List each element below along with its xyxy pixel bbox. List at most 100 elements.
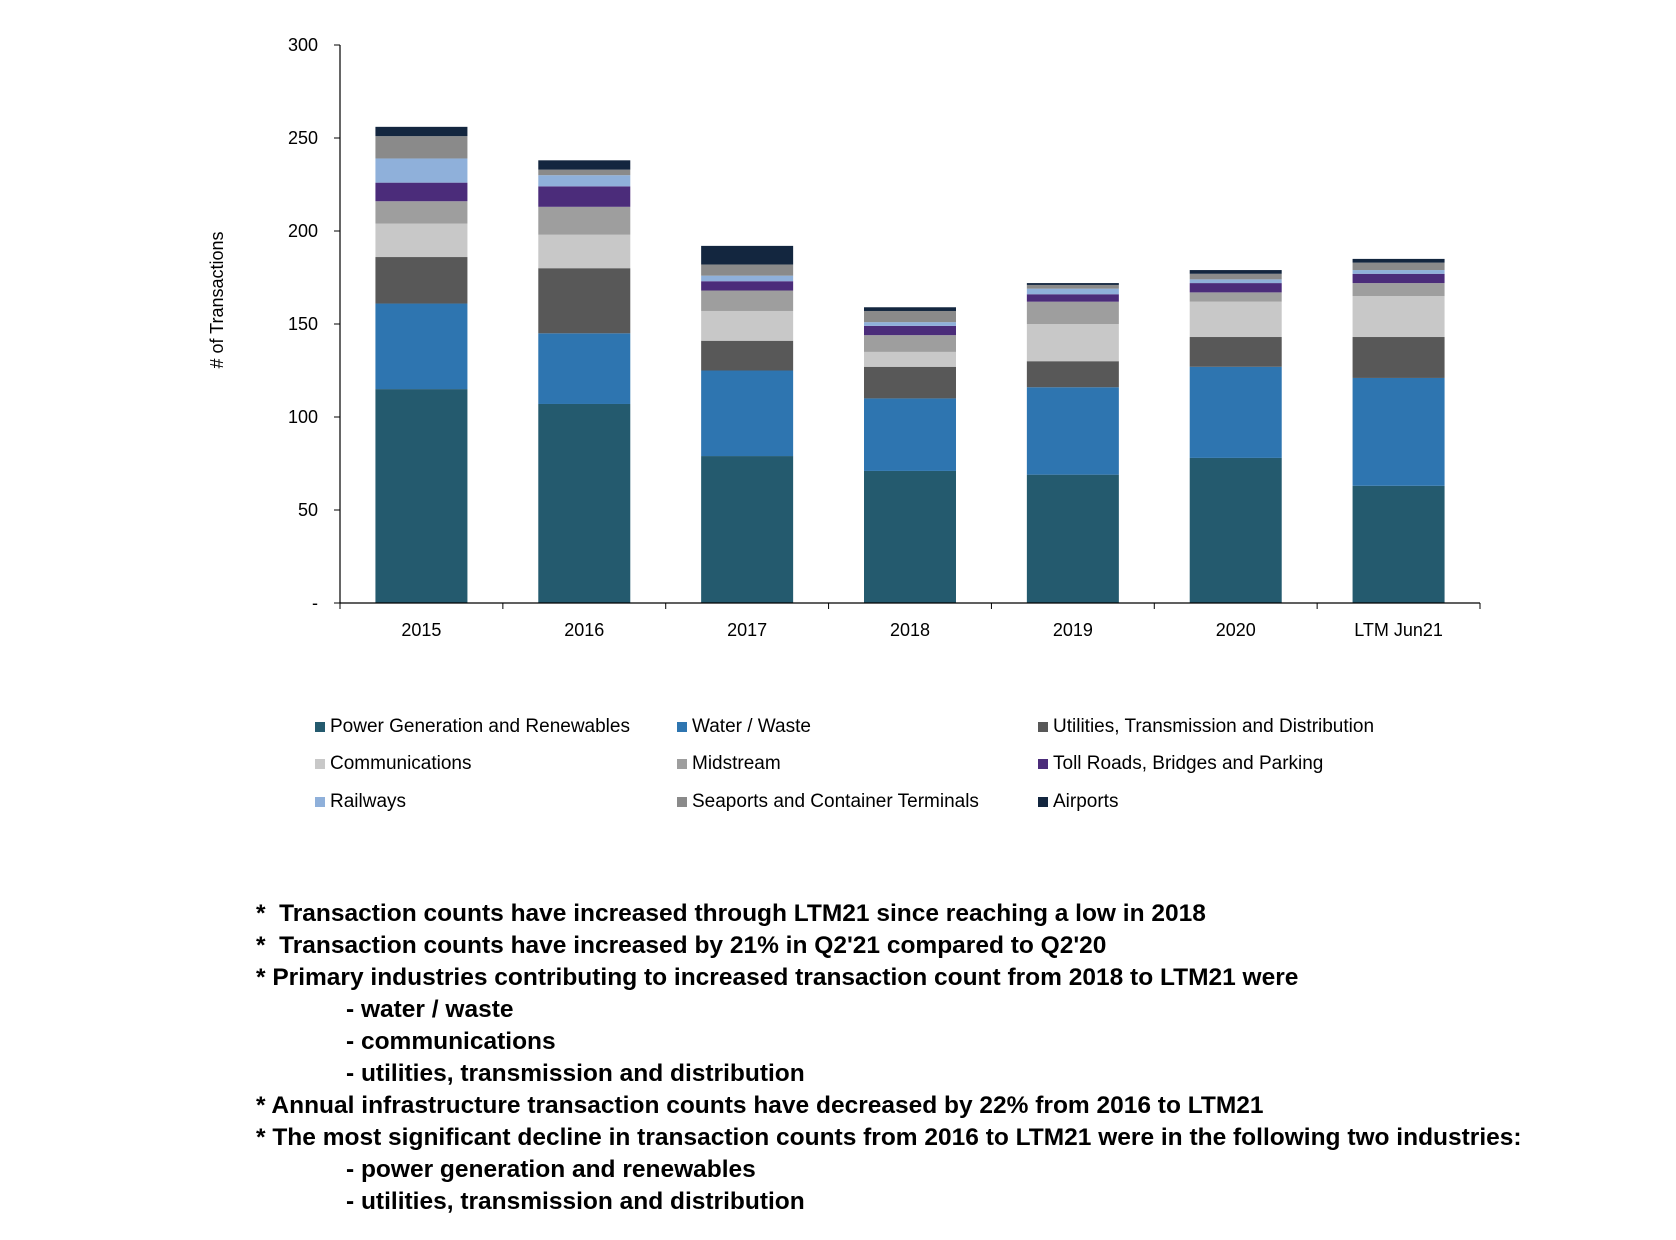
bar-segment-5-0 (375, 182, 468, 202)
bar-segment-6-5 (1189, 279, 1282, 284)
legend-swatch (315, 759, 325, 769)
notes-block: * Transaction counts have increased thro… (256, 898, 1656, 1218)
bar-segment-0-6 (1352, 485, 1445, 603)
bar-segment-6-4 (1026, 288, 1119, 295)
bar-segment-3-3 (864, 351, 956, 367)
bar-segment-4-2 (701, 290, 794, 311)
bar-segment-7-2 (701, 264, 794, 276)
bar-segment-7-5 (1189, 273, 1282, 280)
bar-segment-3-4 (1026, 324, 1119, 362)
note-subitem: - utilities, transmission and distributi… (346, 1188, 805, 1215)
bar-segment-0-1 (538, 403, 631, 603)
bar-segment-0-3 (864, 470, 956, 603)
y-tick-label: - (312, 593, 318, 613)
bar-segment-4-1 (538, 206, 631, 235)
bar-segment-5-3 (864, 325, 956, 336)
legend-swatch (677, 797, 687, 807)
legend-swatch (1038, 797, 1048, 807)
legend-item: Water / Waste (677, 716, 811, 738)
legend-item: Midstream (677, 753, 781, 775)
bar-segment-2-4 (1026, 361, 1119, 388)
note-bullet: * Transaction counts have increased thro… (256, 900, 1206, 927)
legend-label: Communications (330, 753, 472, 774)
legend-swatch (1038, 722, 1048, 732)
legend-label: Power Generation and Renewables (330, 716, 630, 737)
bar-segment-4-3 (864, 335, 956, 352)
x-tick-label: 2015 (401, 620, 441, 640)
legend-label: Midstream (692, 753, 781, 774)
bar-segment-3-5 (1189, 301, 1282, 338)
bar-segment-7-1 (538, 169, 631, 176)
y-axis-title: # of Transactions (207, 231, 227, 368)
bar-segment-1-1 (538, 333, 631, 404)
legend-swatch (677, 759, 687, 769)
x-tick-label: 2016 (564, 620, 604, 640)
legend-item: Seaports and Container Terminals (677, 791, 979, 813)
y-tick-label: 150 (288, 314, 318, 334)
stacked-bar-chart: 2015 2016 2017 2018 2019 2020 LTM Jun21 - 50 100 1… (207, 35, 1481, 640)
bar-segment-1-0 (375, 303, 468, 390)
y-tick-label: 250 (288, 128, 318, 148)
bar-segment-1-4 (1026, 387, 1119, 475)
legend-swatch (315, 797, 325, 807)
note-bullet: * Transaction counts have increased by 2… (256, 932, 1107, 959)
bars-group (375, 126, 1445, 603)
bar-segment-8-3 (864, 307, 956, 311)
note-subitem: - power generation and renewables (346, 1156, 756, 1183)
note-subitem: - water / waste (346, 996, 514, 1023)
bar-segment-3-0 (375, 223, 468, 258)
legend-item: Communications (315, 753, 472, 775)
y-tick-label: 100 (288, 407, 318, 427)
bar-segment-5-4 (1026, 294, 1119, 302)
bar-segment-0-2 (701, 456, 794, 603)
legend-label: Toll Roads, Bridges and Parking (1053, 753, 1324, 774)
legend-item: Toll Roads, Bridges and Parking (1038, 753, 1323, 775)
legend-item: Railways (315, 791, 406, 813)
bar-segment-6-3 (864, 322, 956, 326)
bar-segment-6-2 (701, 275, 794, 282)
bar-segment-0-0 (375, 389, 468, 603)
bar-segment-7-6 (1352, 262, 1445, 271)
note-bullet: * The most significant decline in transa… (256, 1124, 1522, 1151)
bar-segment-2-2 (701, 340, 794, 371)
bar-segment-2-1 (538, 268, 631, 334)
legend-item: Power Generation and Renewables (315, 716, 630, 738)
note-subitem: - communications (346, 1028, 556, 1055)
x-tick-label: 2019 (1053, 620, 1093, 640)
bar-segment-0-5 (1189, 457, 1282, 603)
bar-segment-6-0 (375, 158, 468, 183)
legend-label: Airports (1053, 791, 1119, 812)
legend-item: Utilities, Transmission and Distribution (1038, 716, 1374, 738)
legend-label: Railways (330, 791, 407, 812)
bar-segment-2-5 (1189, 337, 1282, 367)
bar-segment-8-6 (1352, 258, 1445, 263)
bar-segment-8-2 (701, 245, 794, 265)
bar-segment-0-4 (1026, 474, 1119, 603)
x-tick-label: 2020 (1216, 620, 1256, 640)
bar-segment-1-2 (701, 370, 794, 457)
bar-segment-3-1 (538, 234, 631, 269)
x-tick-label: 2018 (890, 620, 930, 640)
bar-segment-5-1 (538, 186, 631, 207)
bar-segment-4-4 (1026, 301, 1119, 324)
bar-segment-5-5 (1189, 283, 1282, 293)
bar-segment-8-1 (538, 160, 631, 170)
bar-segment-1-5 (1189, 366, 1282, 458)
bar-segment-8-0 (375, 126, 468, 137)
bar-segment-5-6 (1352, 273, 1445, 284)
y-tick-label: 50 (298, 500, 318, 520)
bar-segment-3-6 (1352, 296, 1445, 338)
legend-swatch (677, 722, 687, 732)
y-tick-label: 200 (288, 221, 318, 241)
bar-segment-8-5 (1189, 270, 1282, 274)
bar-segment-3-2 (701, 310, 794, 341)
bar-segment-2-6 (1352, 337, 1445, 378)
bar-segment-5-2 (701, 281, 794, 291)
bar-segment-2-0 (375, 257, 468, 304)
bar-segment-1-3 (864, 398, 956, 471)
note-bullet: * Primary industries contributing to inc… (256, 964, 1299, 991)
bar-segment-7-4 (1026, 284, 1119, 289)
bar-segment-2-3 (864, 366, 956, 399)
legend-swatch (315, 722, 325, 732)
bar-segment-1-6 (1352, 377, 1445, 486)
